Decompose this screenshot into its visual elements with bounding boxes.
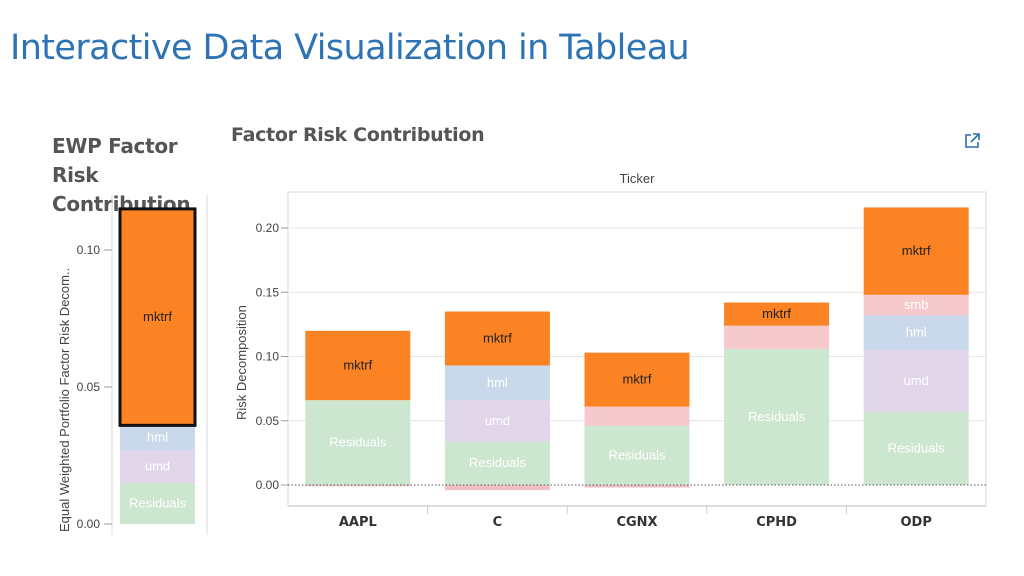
category-label-odp: ODP [901,515,932,530]
ewp-segment-label-umd: umd [145,458,170,473]
bar-segment-c-mktrf[interactable] [444,311,550,366]
segment-label-c-residuals: Residuals [469,455,527,470]
bar-segment-odp-umd[interactable] [863,350,969,412]
bar-segment-c-residuals[interactable] [444,441,550,485]
bar-segment-odp-residuals[interactable] [863,411,969,485]
bar-segment-odp-hml[interactable] [863,315,969,351]
left-y-tick-label: 0.10 [77,243,101,257]
category-label-cphd: CPHD [756,515,797,530]
right-chart-title: Factor Risk Contribution [231,124,485,146]
external-link-icon[interactable] [962,131,982,151]
bar-segment-c-neg[interactable] [444,485,550,491]
category-label-aapl: AAPL [339,515,377,530]
ewp-segment-label-residuals: Residuals [129,495,187,510]
right-y-tick-label: 0.05 [256,414,280,428]
segment-label-cphd-mktrf: mktrf [762,306,791,321]
ewp-bar-segment-umd[interactable] [120,450,195,483]
left-y-tick-label: 0.05 [77,380,101,394]
bar-segment-aapl-neg[interactable] [305,485,411,487]
bar-segment-c-umd[interactable] [444,400,550,442]
ewp-bar-segment-hml[interactable] [120,425,195,451]
ewp-bar-segment-residuals[interactable] [120,482,195,524]
ewp-segment-label-mktrf: mktrf [143,309,172,324]
bar-segment-cgnx-neg[interactable] [584,485,690,488]
ticker-header-band [288,193,986,205]
segment-label-odp-residuals: Residuals [888,440,946,455]
segment-label-aapl-residuals: Residuals [329,435,387,450]
bar-segment-aapl-mktrf[interactable] [305,330,411,401]
right-y-tick-label: 0.00 [256,478,280,492]
segment-label-odp-umd: umd [904,373,929,388]
segment-label-cgnx-mktrf: mktrf [623,372,652,387]
segment-label-aapl-mktrf: mktrf [343,357,372,372]
segment-label-cphd-residuals: Residuals [748,409,806,424]
bar-segment-cgnx-smb[interactable] [584,406,690,426]
ticker-header: Ticker [620,171,656,186]
left-y-axis-title: Equal Weighted Portfolio Factor Risk Dec… [57,268,72,532]
right-y-axis-title: Risk Decomposition [234,305,249,420]
right-y-tick-label: 0.15 [256,285,280,299]
segment-label-c-umd: umd [485,413,510,428]
right-y-tick-label: 0.10 [256,350,280,364]
bar-segment-cgnx-mktrf[interactable] [584,352,690,407]
ewp-highlight-border [118,207,197,427]
left-y-tick-label: 0.00 [77,517,101,531]
ewp-bar-segment-mktrf[interactable] [120,208,195,426]
bar-segment-c-hml[interactable] [444,365,550,401]
bar-segment-cgnx-residuals[interactable] [584,425,690,485]
segment-label-odp-mktrf: mktrf [902,243,931,258]
segment-label-c-hml: hml [487,375,508,390]
segment-label-c-mktrf: mktrf [483,331,512,346]
right-y-tick-label: 0.20 [256,221,280,235]
segment-label-cgnx-residuals: Residuals [608,447,666,462]
bar-segment-odp-mktrf[interactable] [863,207,969,295]
bar-segment-cphd-mktrf[interactable] [724,302,830,326]
bar-segment-cphd-smb[interactable] [724,325,830,349]
bar-segment-odp-smb[interactable] [863,294,969,316]
category-label-c: C [493,515,503,530]
ewp-segment-label-hml: hml [147,430,168,445]
bar-segment-aapl-residuals[interactable] [305,400,411,485]
category-label-cgnx: CGNX [616,515,657,530]
segment-label-odp-smb: smb [904,297,929,312]
segment-label-odp-hml: hml [906,325,927,340]
bar-segment-cphd-residuals[interactable] [724,348,830,485]
slide-title: Interactive Data Visualization in Tablea… [10,28,690,68]
